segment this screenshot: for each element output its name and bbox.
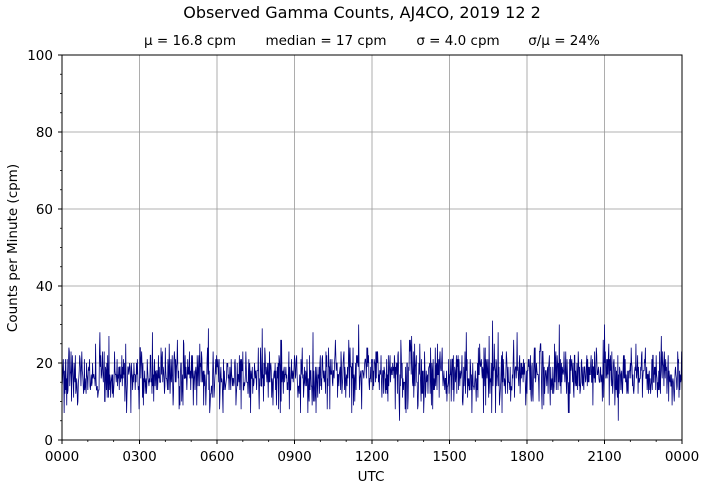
y-axis-ticks: 0 20 40 60 80 100 xyxy=(27,48,62,449)
x-tick-label: 1800 xyxy=(510,449,544,465)
x-tick-label: 1500 xyxy=(432,449,466,465)
series-gamma-counts xyxy=(61,320,683,421)
stat-mean: μ = 16.8 cpm xyxy=(144,33,236,49)
x-tick-label: 0900 xyxy=(277,449,311,465)
y-tick-label: 60 xyxy=(36,202,53,218)
series-line xyxy=(61,320,683,421)
chart-title: Observed Gamma Counts, AJ4CO, 2019 12 2 xyxy=(183,3,541,22)
x-tick-label: 2100 xyxy=(587,449,621,465)
x-tick-label: 1200 xyxy=(355,449,389,465)
x-tick-label: 0600 xyxy=(200,449,234,465)
x-axis-ticks: 0000 0300 0600 0900 1200 1500 1800 2100 0000 xyxy=(45,440,699,465)
y-tick-label: 100 xyxy=(27,48,53,64)
x-tick-label: 0000 xyxy=(665,449,699,465)
stat-median: median = 17 cpm xyxy=(265,33,386,49)
y-axis-label: Counts per Minute (cpm) xyxy=(5,164,21,332)
x-tick-label: 0300 xyxy=(122,449,156,465)
x-tick-label: 0000 xyxy=(45,449,79,465)
y-tick-label: 20 xyxy=(36,356,53,372)
y-tick-label: 80 xyxy=(36,125,53,141)
stat-sigma: σ = 4.0 cpm xyxy=(416,33,499,49)
y-tick-label: 0 xyxy=(44,433,53,449)
y-tick-label: 40 xyxy=(36,279,53,295)
stat-ratio: σ/μ = 24% xyxy=(528,33,600,49)
x-axis-label: UTC xyxy=(358,469,385,485)
